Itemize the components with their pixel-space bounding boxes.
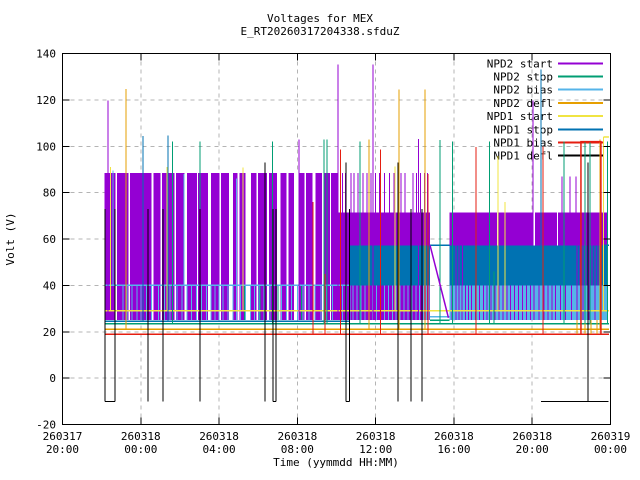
- x-tick-time: 04:00: [203, 443, 236, 456]
- band-gaps: [115, 173, 559, 321]
- y-tick-label: -20: [36, 419, 56, 432]
- x-tick-time: 08:00: [281, 443, 314, 456]
- x-tick-time: 20:00: [46, 443, 79, 456]
- legend-label: NPD2 bias: [493, 84, 553, 97]
- legend-label: NPD1 start: [487, 110, 553, 123]
- x-tick-time: 16:00: [437, 443, 470, 456]
- x-tick-date: 260318: [512, 430, 552, 443]
- y-tick-label: 20: [43, 326, 56, 339]
- x-tick-time: 00:00: [594, 443, 627, 456]
- legend-label: NPD2 start: [487, 57, 553, 70]
- legend-entry: NPD1 start: [487, 110, 603, 123]
- x-tick-date: 260318: [356, 430, 396, 443]
- baselines: [104, 244, 609, 335]
- legend-entry: NPD2 bias: [493, 84, 603, 97]
- legend-entry: NPD1 stop: [493, 123, 603, 136]
- chart-title: Voltages for MEX: [267, 12, 373, 25]
- y-tick-label: 40: [43, 279, 56, 292]
- legend-label: NPD2 defl: [493, 97, 553, 110]
- x-tick-date: 260318: [199, 430, 239, 443]
- legend-entry: NPD2 start: [487, 57, 603, 70]
- x-tick-time: 12:00: [359, 443, 392, 456]
- y-axis-label: Volt (V): [4, 213, 17, 266]
- x-tick-date: 260319: [591, 430, 631, 443]
- x-tick-time: 20:00: [516, 443, 549, 456]
- legend-entry: NPD1 defl: [493, 150, 603, 163]
- legend-entry: NPD2 stop: [493, 71, 603, 84]
- legend-label: NPD1 stop: [493, 123, 553, 136]
- x-tick-date: 260318: [434, 430, 474, 443]
- axes: -2002040608010012014026031720:0026031800…: [36, 48, 630, 457]
- x-tick-time: 00:00: [124, 443, 157, 456]
- legend-label: NPD2 stop: [493, 71, 553, 84]
- legend-label: NPD1 bias: [493, 137, 553, 150]
- chart-subtitle: E_RT20260317204338.sfduZ: [241, 25, 400, 38]
- legend-entry: NPD2 defl: [493, 97, 603, 110]
- black-impulses: [104, 162, 609, 403]
- x-axis-label: Time (yymmdd HH:MM): [273, 456, 399, 469]
- y-tick-label: 0: [49, 372, 56, 385]
- y-tick-label: 60: [43, 233, 56, 246]
- x-tick-date: 260317: [43, 430, 83, 443]
- y-tick-label: 140: [36, 48, 56, 61]
- x-tick-date: 260318: [121, 430, 161, 443]
- y-tick-label: 120: [36, 94, 56, 107]
- x-tick-date: 260318: [277, 430, 317, 443]
- legend-label: NPD1 defl: [493, 150, 553, 163]
- y-tick-label: 80: [43, 187, 56, 200]
- bands: [104, 173, 608, 321]
- legend-entry: NPD1 bias: [493, 137, 603, 150]
- polylines: [429, 136, 609, 335]
- y-tick-label: 100: [36, 140, 56, 153]
